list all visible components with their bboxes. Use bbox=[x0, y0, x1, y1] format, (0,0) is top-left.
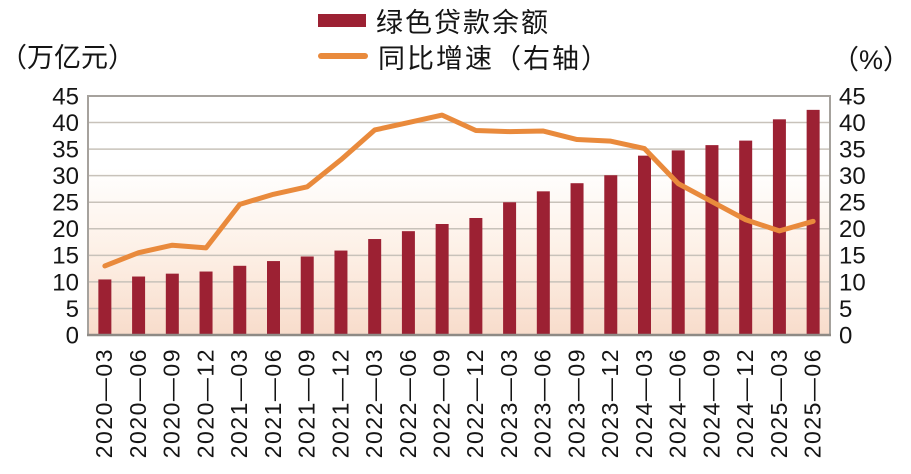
legend-item-growth: 同比增速（右轴） bbox=[318, 38, 610, 74]
y-tick-label-left: 30 bbox=[52, 163, 79, 190]
y-tick-label-right: 35 bbox=[839, 137, 866, 164]
x-tick-label: 2022—03 bbox=[361, 348, 387, 458]
bar bbox=[772, 119, 786, 335]
y-tick-label-right: 45 bbox=[839, 83, 866, 110]
bar bbox=[671, 150, 685, 335]
left-axis-unit-label: （万亿元） bbox=[0, 43, 135, 73]
legend-line-swatch bbox=[318, 53, 368, 59]
x-tick-label: 2020—09 bbox=[159, 348, 185, 458]
x-axis-labels: 2020—03 2020—06 2020—09 2020—12 2021—03 2021—… bbox=[91, 348, 825, 458]
y-tick-label-right: 5 bbox=[839, 296, 852, 323]
y-tick-label-right: 40 bbox=[839, 110, 866, 137]
x-tick-label: 2024—12 bbox=[732, 348, 758, 458]
x-tick-label: 2024—06 bbox=[665, 348, 691, 458]
y-tick-label-right: 30 bbox=[839, 163, 866, 190]
x-tick-label: 2023—06 bbox=[530, 348, 556, 458]
x-tick-label: 2020—06 bbox=[125, 348, 151, 458]
y-tick-label-left: 15 bbox=[52, 243, 79, 270]
y-tick-label-right: 20 bbox=[839, 216, 866, 243]
bar bbox=[739, 140, 753, 335]
plot-area bbox=[88, 96, 830, 335]
bar bbox=[503, 202, 517, 335]
bar bbox=[604, 175, 618, 335]
bar bbox=[98, 279, 112, 335]
y-tick-label-left: 25 bbox=[52, 190, 79, 217]
x-tick-label: 2025—03 bbox=[766, 348, 792, 458]
x-tick-label: 2022—06 bbox=[395, 348, 421, 458]
bar bbox=[638, 155, 651, 335]
growth-line bbox=[102, 112, 816, 269]
y-tick-label-right: 0 bbox=[839, 322, 852, 349]
y-tick-label-left: 20 bbox=[52, 216, 79, 243]
bar bbox=[570, 183, 584, 335]
x-tick-label: 2021—09 bbox=[294, 348, 320, 458]
y-tick-label-right: 10 bbox=[839, 269, 866, 296]
bar bbox=[233, 265, 247, 335]
x-tick-label: 2023—09 bbox=[563, 348, 589, 458]
bar bbox=[334, 250, 348, 335]
bar bbox=[401, 231, 415, 335]
y-tick-label-left: 0 bbox=[66, 322, 79, 349]
legend-bar-swatch bbox=[318, 13, 366, 27]
x-tick-label: 2022—09 bbox=[428, 348, 454, 458]
bar bbox=[536, 191, 550, 335]
y-tick-label-left: 45 bbox=[52, 83, 79, 110]
x-tick-label: 2023—03 bbox=[496, 348, 522, 458]
balance-bars bbox=[98, 109, 820, 335]
bar bbox=[368, 239, 382, 335]
legend: 绿色贷款余额 同比增速（右轴） bbox=[318, 2, 610, 74]
legend-line-label: 同比增速（右轴） bbox=[378, 43, 610, 74]
x-tick-label: 2025—06 bbox=[799, 348, 825, 458]
bar bbox=[300, 256, 314, 335]
y-tick-label-left: 5 bbox=[66, 296, 79, 323]
bar bbox=[435, 223, 449, 335]
x-tick-label: 2024—09 bbox=[698, 348, 724, 458]
bar bbox=[267, 261, 280, 335]
x-tick-label: 2021—12 bbox=[327, 348, 353, 458]
legend-bar-label: 绿色贷款余额 bbox=[376, 7, 550, 38]
bar bbox=[469, 217, 483, 335]
right-axis-unit-label: （%） bbox=[831, 45, 910, 75]
x-tick-label: 2023—12 bbox=[597, 348, 623, 458]
y-tick-label-left: 35 bbox=[52, 137, 79, 164]
x-tick-label: 2021—03 bbox=[226, 348, 252, 458]
x-tick-label: 2022—12 bbox=[462, 348, 488, 458]
bar bbox=[165, 273, 179, 335]
x-tick-label: 2020—03 bbox=[91, 348, 117, 458]
x-tick-label: 2020—12 bbox=[192, 348, 218, 458]
legend-item-balance: 绿色贷款余额 bbox=[318, 2, 610, 38]
bar bbox=[199, 271, 213, 335]
y-tick-label-right: 15 bbox=[839, 243, 866, 270]
y-tick-label-right: 25 bbox=[839, 190, 866, 217]
y-tick-label-left: 40 bbox=[52, 110, 79, 137]
bar bbox=[132, 276, 146, 335]
x-tick-label: 2021—06 bbox=[260, 348, 286, 458]
bar bbox=[705, 145, 719, 335]
x-tick-label: 2024—03 bbox=[631, 348, 657, 458]
y-tick-label-left: 10 bbox=[52, 269, 79, 296]
